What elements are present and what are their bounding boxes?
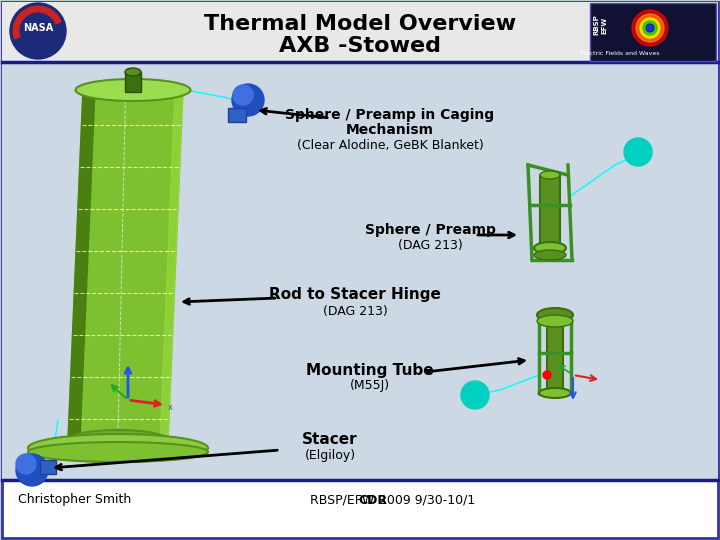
Circle shape (640, 18, 660, 38)
Polygon shape (68, 90, 183, 440)
Ellipse shape (28, 442, 208, 462)
Text: Sphere / Preamp: Sphere / Preamp (364, 223, 495, 237)
Bar (125, 72, 141, 92)
Ellipse shape (537, 308, 573, 322)
Ellipse shape (68, 430, 168, 450)
Text: 2009 9/30-10/1: 2009 9/30-10/1 (375, 494, 475, 507)
Text: RBSP/EFW: RBSP/EFW (310, 494, 378, 507)
Circle shape (233, 85, 253, 105)
Circle shape (643, 21, 657, 35)
Circle shape (10, 3, 66, 59)
Bar (540, 175, 560, 245)
Text: AXB -Stowed: AXB -Stowed (279, 36, 441, 56)
Circle shape (232, 84, 264, 116)
Text: NASA: NASA (23, 23, 53, 33)
Text: (Elgiloy): (Elgiloy) (305, 449, 356, 462)
Bar (590, 3, 716, 61)
Ellipse shape (125, 68, 141, 76)
Ellipse shape (540, 171, 560, 179)
Ellipse shape (28, 434, 208, 462)
Text: (Clear Alodine, GeBK Blanket): (Clear Alodine, GeBK Blanket) (297, 138, 483, 152)
Text: Christopher Smith: Christopher Smith (18, 494, 131, 507)
Circle shape (646, 24, 654, 32)
Bar (40, 460, 56, 474)
Text: RBSP: RBSP (593, 15, 599, 36)
Bar (547, 321, 563, 393)
Text: Mounting Tube: Mounting Tube (306, 362, 434, 377)
Text: Sphere / Preamp in Caging: Sphere / Preamp in Caging (285, 108, 495, 122)
Bar (2, 62, 718, 480)
Text: Stacer: Stacer (302, 433, 358, 448)
Bar (2, 2, 718, 62)
Ellipse shape (76, 79, 191, 101)
Circle shape (16, 454, 48, 486)
Ellipse shape (539, 388, 571, 398)
Ellipse shape (534, 242, 566, 254)
Ellipse shape (537, 315, 573, 327)
Text: Electric Fields and Waves: Electric Fields and Waves (580, 51, 660, 56)
Text: Thermal Model Overview: Thermal Model Overview (204, 14, 516, 34)
Text: (M55J): (M55J) (350, 380, 390, 393)
Text: (DAG 213): (DAG 213) (397, 239, 462, 252)
Circle shape (632, 10, 668, 46)
Circle shape (624, 138, 652, 166)
Polygon shape (68, 90, 95, 440)
Text: CDR: CDR (358, 494, 387, 507)
Text: Rod to Stacer Hinge: Rod to Stacer Hinge (269, 287, 441, 302)
Text: EFW: EFW (601, 16, 607, 33)
Bar (228, 108, 246, 122)
Circle shape (636, 14, 664, 42)
Ellipse shape (534, 250, 566, 260)
Circle shape (16, 454, 36, 474)
Text: Mechanism: Mechanism (346, 123, 434, 137)
Circle shape (461, 381, 489, 409)
Polygon shape (160, 90, 183, 440)
Text: (DAG 213): (DAG 213) (323, 306, 387, 319)
Text: x: x (168, 403, 173, 412)
Circle shape (543, 371, 551, 379)
